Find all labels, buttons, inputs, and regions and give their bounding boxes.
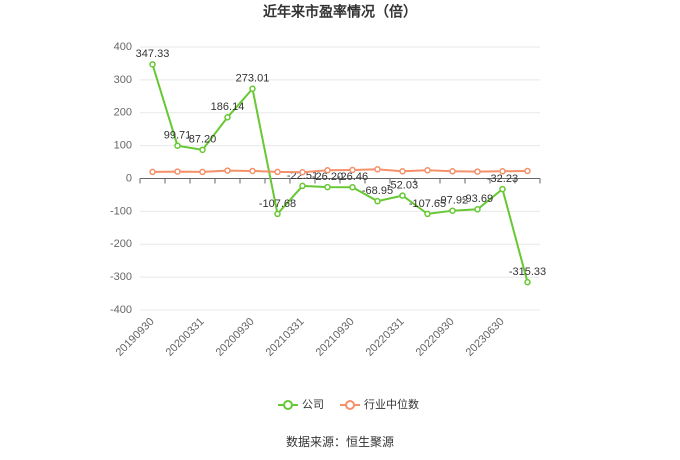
point [374,197,381,205]
point [499,185,506,193]
point [149,168,156,176]
y-tick-label: -400 [110,304,132,316]
source: 数据来源：恒生聚源 [286,434,394,449]
chart-title: 近年来市盈率情况（倍） [263,4,417,20]
y-tick-label: -200 [110,238,132,250]
y-tick-label: 0 [126,172,132,184]
data-label: -315.33 [509,266,546,278]
x-tick-label: 20210331 [264,316,307,359]
point [149,61,156,68]
point [524,278,531,286]
data-label: -107.68 [259,198,296,210]
data-label: -26.20 [312,171,343,183]
legend-label: 行业中位数 [364,397,419,411]
point [199,168,206,176]
point [349,183,356,191]
point [474,168,481,175]
x-tick-label: 20220930 [414,316,457,359]
x-tick-label: 20230630 [464,316,507,359]
point [424,167,431,174]
data-label: -68.95 [362,185,393,197]
y-tick-label: 400 [114,41,132,53]
point [424,210,431,218]
y-tick-label: -300 [110,271,132,283]
x-tick-label: 20200331 [164,316,207,359]
point [249,167,256,175]
data-label: -52.03 [387,180,418,192]
point [324,183,331,191]
y-tick-label: 300 [114,74,132,86]
point [449,168,456,175]
data-label: 273.01 [236,73,270,85]
point [499,168,506,175]
data-label: -107.65 [409,198,446,210]
point [374,166,381,173]
y-tick-label: 100 [114,140,132,152]
point [324,167,331,174]
point [299,182,306,190]
point [474,206,481,213]
point [199,146,206,154]
point [249,85,256,92]
point [274,168,281,176]
point [274,210,281,218]
data-label: 87.20 [189,134,217,146]
data-label: 186.14 [211,101,245,113]
point [399,168,406,175]
legend-marker [345,400,355,410]
legend-marker [283,400,293,410]
x-tick-label: 20190930 [114,316,157,359]
y-tick-label: 200 [114,107,132,119]
x-tick-label: 20220331 [364,316,407,359]
point [399,192,406,199]
y-tick-label: -100 [110,205,132,217]
series-line [151,64,529,283]
legend-label: 公司 [302,399,324,411]
series-line [152,168,528,174]
data-label: -97.92 [437,195,468,207]
point [449,207,456,214]
data-label: -93.69 [462,193,493,205]
data-label: 99.71 [164,130,192,142]
point [224,114,231,121]
x-tick-label: 20210930 [314,316,357,359]
data-label: 347.33 [136,48,170,60]
point [224,167,231,174]
point [349,166,356,174]
point [524,167,531,175]
x-tick-label: 20200930 [214,316,257,359]
data-label: -32.23 [487,173,518,185]
point [174,142,181,149]
point [299,169,306,176]
point [174,168,181,175]
data-label: -26.46 [337,171,368,183]
